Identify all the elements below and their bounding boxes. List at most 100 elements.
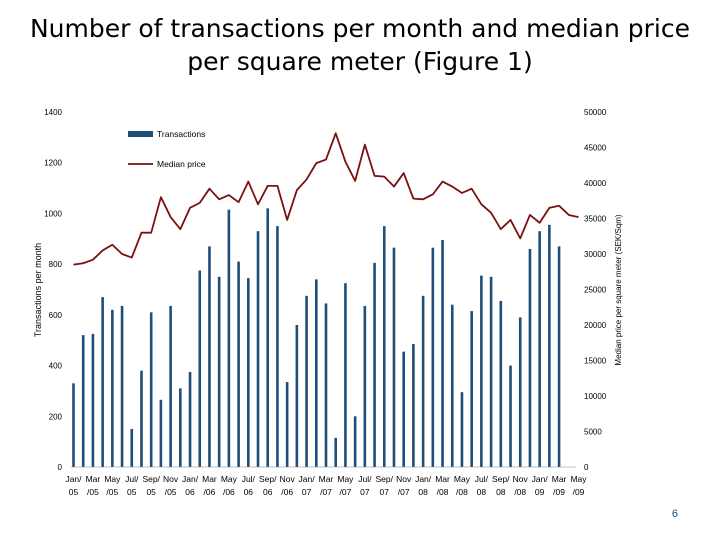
transactions-bar	[392, 247, 396, 467]
transactions-bar	[198, 270, 202, 467]
x-axis-tick-label: /06	[204, 487, 216, 497]
x-axis-tick-label: Jan/	[65, 474, 82, 484]
x-axis-tick-label: /09	[573, 487, 585, 497]
transactions-bar	[363, 305, 367, 467]
transactions-bar	[557, 246, 561, 467]
transactions-bar	[179, 388, 182, 467]
legend-swatch-transactions	[128, 131, 153, 137]
y-axis-tick-label: 1400	[44, 108, 62, 117]
x-axis-tick-label: 07	[380, 487, 390, 497]
transactions-bar	[101, 297, 104, 467]
y-axis-tick-label: 600	[49, 311, 63, 320]
transactions-bar	[421, 295, 425, 467]
transactions-bar	[169, 305, 172, 467]
x-axis-tick-label: May	[337, 474, 354, 484]
legend: Transactions Median price	[128, 129, 206, 169]
x-axis-tick-label: /07	[398, 487, 410, 497]
x-axis-tick-label: /06	[281, 487, 293, 497]
x-axis-tick-label: Mar	[552, 474, 567, 484]
x-axis-tick-label: /09	[553, 487, 565, 497]
x-axis-tick-label: /08	[514, 487, 526, 497]
x-axis-tick-label: Nov	[396, 474, 412, 484]
x-axis-tick-label: Jul/	[358, 474, 372, 484]
transactions-bar	[412, 344, 415, 467]
slide-title: Number of transactions per month and med…	[0, 12, 720, 78]
transactions-bar	[431, 247, 435, 467]
transactions-bar	[227, 209, 231, 468]
x-axis-tick-label: 05	[127, 487, 137, 497]
x-axis-tick-label: May	[104, 474, 121, 484]
transactions-bar	[237, 261, 240, 467]
transactions-bar	[256, 231, 260, 467]
y2-axis-tick-label: 15000	[584, 357, 607, 366]
y-axis-tick-label: 200	[49, 412, 63, 421]
transactions-bar	[276, 226, 279, 467]
slide-title-line-1: Number of transactions per month and med…	[29, 14, 691, 43]
x-axis-tick-label: May	[454, 474, 471, 484]
x-axis-tick-label: Jan/	[299, 474, 316, 484]
y2-axis-tick-label: 35000	[584, 215, 607, 224]
line-layer	[73, 132, 579, 266]
transactions-bar	[217, 276, 221, 467]
x-axis-tick-label: 06	[185, 487, 195, 497]
transactions-bar	[130, 428, 134, 467]
y-axis-tick-label: 800	[49, 260, 63, 269]
y2-axis-tick-label: 45000	[584, 144, 607, 153]
legend-label-transactions: Transactions	[157, 129, 205, 139]
axes-layer: 0 200 400 600 800 1000 1200 1400 0 5000 10000 15000…	[33, 108, 623, 497]
x-axis-tick-label: 09	[535, 487, 545, 497]
transactions-bar	[518, 317, 522, 467]
transactions-bar	[402, 351, 405, 468]
transactions-bar	[159, 399, 163, 467]
x-axis-tick-label: /05	[165, 487, 177, 497]
legend-label-median-price: Median price	[157, 159, 206, 169]
transactions-bar	[247, 278, 250, 467]
x-axis-tick-label: /07	[320, 487, 332, 497]
x-axis-tick-label: Mar	[319, 474, 334, 484]
y2-axis-tick-label: 30000	[584, 250, 607, 259]
x-axis-tick-label: Jul/	[242, 474, 256, 484]
x-axis-tick-label: Sep/	[492, 474, 510, 484]
transactions-bar	[382, 226, 386, 467]
x-axis-tick-label: May	[221, 474, 238, 484]
transactions-bar	[188, 371, 192, 467]
x-axis-tick-label: 05	[146, 487, 156, 497]
y2-axis-tick-label: 0	[584, 463, 589, 472]
transactions-bar	[344, 283, 347, 467]
page-number: 6	[671, 508, 678, 520]
y2-axis-tick-label: 5000	[584, 428, 602, 437]
y-axis-tick-label: 1000	[44, 209, 62, 218]
y2-axis-tick-label: 50000	[584, 108, 607, 117]
y-axis-tick-label: 0	[58, 463, 63, 472]
x-axis-tick-label: 08	[477, 487, 487, 497]
transactions-bar	[305, 295, 308, 467]
y-axis-tick-label: 1200	[44, 159, 62, 168]
x-axis-tick-label: 06	[244, 487, 254, 497]
y2-axis-tick-label: 20000	[584, 321, 607, 330]
x-axis-tick-label: Jan/	[415, 474, 432, 484]
transactions-bar	[373, 262, 376, 468]
transactions-bar	[509, 365, 512, 467]
y2-axis-title: Median price per square meter (SEK/Sqm)	[614, 214, 623, 366]
x-axis-tick-label: Nov	[280, 474, 296, 484]
transactions-bar	[120, 305, 124, 467]
transactions-bar	[528, 248, 532, 467]
y2-axis-tick-label: 10000	[584, 392, 607, 401]
x-axis-tick-label: May	[570, 474, 587, 484]
transactions-bar	[72, 383, 75, 467]
x-axis-tick-label: Nov	[513, 474, 529, 484]
transactions-bar	[470, 311, 473, 467]
x-axis-tick-label: 08	[496, 487, 506, 497]
transactions-bar	[295, 325, 299, 467]
slide-title-line-2: per square meter (Figure 1)	[187, 47, 533, 76]
x-axis-tick-label: Sep/	[376, 474, 394, 484]
transactions-bar	[334, 437, 338, 467]
x-axis-tick-label: 05	[69, 487, 79, 497]
transactions-bar	[450, 304, 454, 467]
x-axis-tick-label: 07	[360, 487, 370, 497]
x-axis-tick-label: Mar	[202, 474, 217, 484]
x-axis-tick-label: Jul/	[125, 474, 139, 484]
y-axis-title: Transactions per month	[33, 243, 43, 337]
transactions-bar	[266, 208, 270, 468]
